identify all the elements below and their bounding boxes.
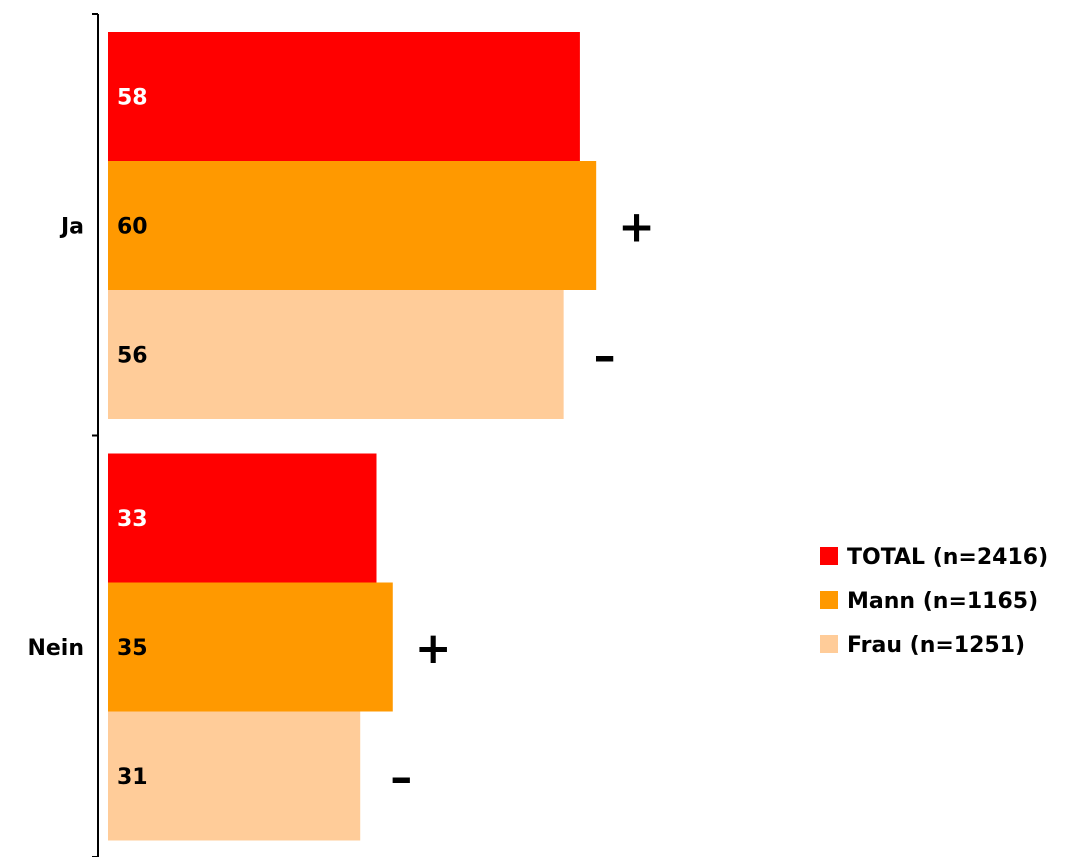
category-label: Ja: [59, 215, 84, 240]
legend-label: TOTAL (n=2416): [847, 545, 1048, 570]
data-label: 60: [117, 215, 148, 240]
bar-ja-1: [108, 32, 580, 161]
legend: TOTAL (n=2416) Mann (n=1165) Frau (n=1251): [820, 545, 1048, 658]
y-axis: [92, 13, 99, 858]
significance-mark: +: [618, 202, 655, 253]
bar-ja-3: [108, 290, 564, 419]
category-label: Nein: [27, 636, 84, 661]
labels-layer: 58 60 +56 – Ja 33 35 +31 – Nein: [27, 86, 655, 804]
legend-swatch: [820, 635, 838, 653]
significance-mark: –: [594, 331, 616, 382]
data-label: 33: [117, 507, 148, 532]
legend-label: Frau (n=1251): [847, 633, 1025, 658]
data-label: 56: [117, 344, 148, 369]
legend-swatch: [820, 591, 838, 609]
bar-ja-2: [108, 161, 597, 290]
bars-layer: [108, 32, 597, 841]
bar-nein-1: [108, 453, 377, 583]
data-label: 31: [117, 765, 148, 790]
bar-nein-2: [108, 582, 393, 712]
legend-label: Mann (n=1165): [847, 589, 1038, 614]
bar-nein-3: [108, 711, 361, 841]
data-label: 58: [117, 86, 148, 111]
significance-mark: +: [415, 623, 452, 674]
significance-mark: –: [390, 752, 412, 803]
legend-swatch: [820, 547, 838, 565]
data-label: 35: [117, 636, 148, 661]
